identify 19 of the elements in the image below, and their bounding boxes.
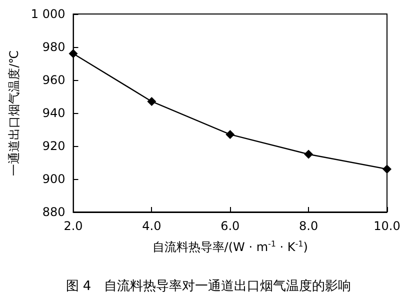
y-tick-label: 880 — [42, 205, 66, 219]
text: 图 4 自流料热导率对一通道出口烟气温度的影响 — [66, 278, 352, 294]
y-tick-label: 920 — [42, 139, 66, 153]
point — [68, 49, 78, 58]
y-tick-label: 960 — [42, 73, 66, 87]
point — [226, 130, 235, 139]
x-tick-label: 10.0 — [374, 219, 400, 233]
y-axis-title: 一通道出口烟气温度/℃ — [7, 50, 21, 176]
x-tick-label: 4.0 — [142, 219, 162, 233]
y-tick-label: 1 000 — [30, 7, 66, 21]
point — [382, 164, 392, 174]
y-tick-label: 900 — [42, 172, 66, 186]
y-tick-label: 940 — [42, 106, 66, 120]
y-tick-label: 980 — [42, 40, 66, 54]
point — [147, 96, 156, 106]
x-tick-label: 8.0 — [299, 219, 318, 233]
x-tick-label: 6.0 — [220, 219, 240, 233]
x-tick-label: 2.0 — [64, 219, 83, 233]
point — [304, 150, 314, 159]
